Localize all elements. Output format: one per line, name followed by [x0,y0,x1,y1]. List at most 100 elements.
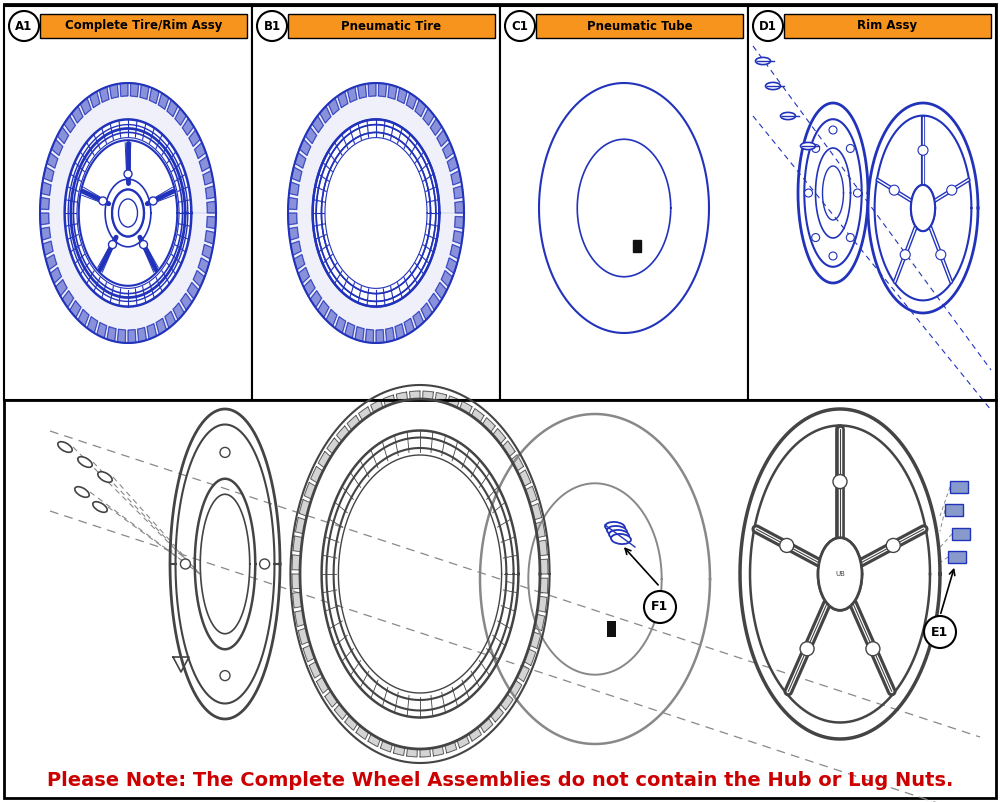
Polygon shape [420,748,430,757]
Polygon shape [311,467,323,483]
Polygon shape [423,391,433,400]
Text: C1: C1 [512,19,528,33]
Circle shape [889,185,899,195]
Text: D1: D1 [759,19,777,33]
Polygon shape [325,691,338,707]
Polygon shape [295,152,306,168]
Polygon shape [97,322,107,338]
Polygon shape [318,301,329,318]
Polygon shape [110,84,118,99]
Polygon shape [304,279,315,296]
Polygon shape [455,201,464,213]
Circle shape [9,11,39,41]
Polygon shape [56,279,67,296]
Polygon shape [453,186,463,199]
Polygon shape [383,395,395,407]
Polygon shape [165,311,176,328]
Circle shape [220,448,230,457]
Circle shape [753,11,783,41]
Polygon shape [355,326,364,342]
Polygon shape [175,108,186,125]
Circle shape [924,616,956,648]
Polygon shape [295,517,306,533]
Polygon shape [365,329,374,343]
Polygon shape [531,504,542,520]
Polygon shape [413,311,424,328]
Polygon shape [43,241,53,255]
Polygon shape [117,329,126,343]
Bar [500,6,748,400]
Polygon shape [327,438,340,454]
Polygon shape [450,245,461,259]
Circle shape [936,249,946,260]
Polygon shape [469,727,481,741]
Polygon shape [537,597,547,612]
Polygon shape [291,167,302,181]
Polygon shape [368,83,376,96]
Polygon shape [397,87,407,103]
Circle shape [846,233,854,241]
Polygon shape [535,521,545,537]
Polygon shape [138,327,146,342]
Polygon shape [437,130,448,147]
Polygon shape [421,303,432,320]
Polygon shape [47,152,58,168]
Polygon shape [128,330,136,343]
Polygon shape [435,282,447,299]
Text: A1: A1 [15,19,33,33]
Circle shape [947,185,957,195]
Polygon shape [181,294,192,310]
Polygon shape [448,396,460,407]
Circle shape [257,11,287,41]
Polygon shape [326,310,337,326]
Polygon shape [50,267,61,284]
Polygon shape [380,740,392,752]
Circle shape [140,241,148,249]
Polygon shape [288,83,464,343]
Circle shape [124,170,132,178]
Bar [945,504,963,516]
Polygon shape [289,227,299,241]
Ellipse shape [118,199,138,227]
Polygon shape [539,578,548,593]
Circle shape [780,538,794,553]
Text: Rim Assy: Rim Assy [857,19,918,33]
Bar [4,6,252,400]
Polygon shape [534,614,545,630]
Polygon shape [345,715,358,731]
Polygon shape [530,632,541,649]
Polygon shape [140,84,149,99]
Ellipse shape [780,112,796,119]
Polygon shape [519,470,531,487]
Polygon shape [502,441,515,457]
Polygon shape [298,628,309,645]
Polygon shape [89,91,100,107]
Circle shape [812,233,820,241]
Circle shape [812,144,820,152]
Circle shape [644,591,676,623]
Polygon shape [182,119,194,136]
Polygon shape [303,645,315,662]
Polygon shape [429,294,440,310]
Polygon shape [480,718,493,732]
Polygon shape [292,574,300,589]
Polygon shape [500,694,513,710]
Polygon shape [193,270,205,287]
Polygon shape [291,241,301,255]
Circle shape [829,126,837,134]
Polygon shape [294,254,305,270]
Polygon shape [447,156,458,172]
Polygon shape [509,680,522,696]
Text: B1: B1 [263,19,281,33]
Bar [607,621,616,637]
Circle shape [505,11,535,41]
Polygon shape [471,408,484,423]
Circle shape [829,252,837,260]
Polygon shape [359,407,371,420]
Polygon shape [205,186,215,199]
Text: UB: UB [835,571,845,577]
Polygon shape [525,486,537,503]
Polygon shape [441,270,453,287]
Ellipse shape [611,534,631,544]
Circle shape [900,249,910,260]
